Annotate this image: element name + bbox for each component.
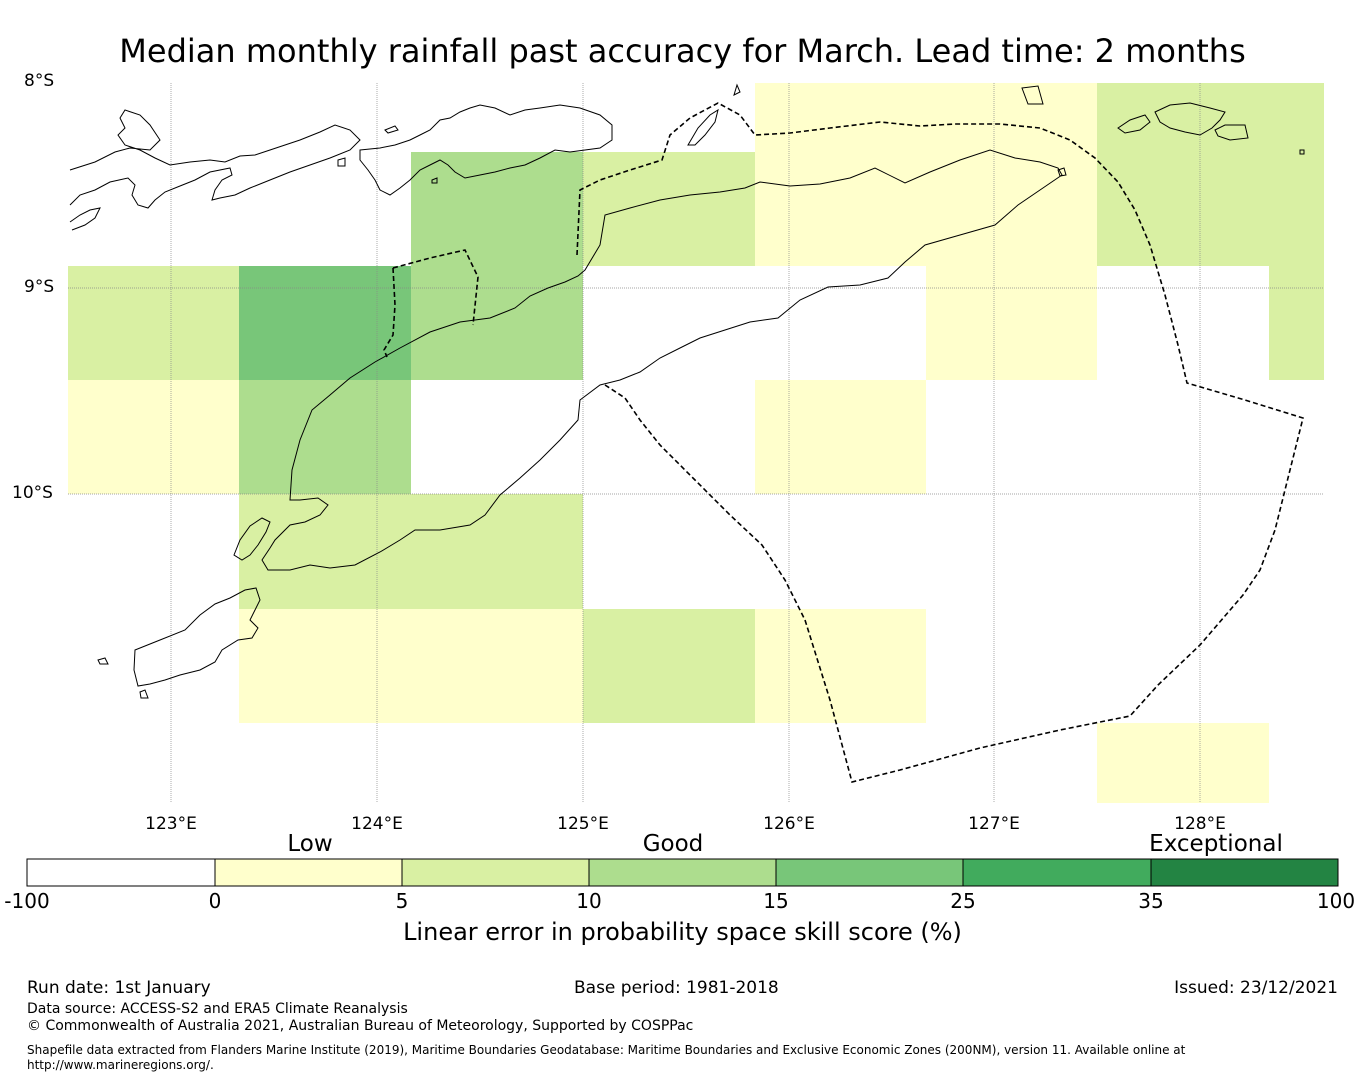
cell	[239, 380, 411, 494]
babar-islands	[1117, 114, 1151, 134]
lon-label: 126°E	[763, 814, 815, 834]
shapefile-url: http://www.marineregions.org/.	[27, 1058, 214, 1072]
lon-label: 127°E	[968, 814, 1020, 834]
cell	[755, 609, 926, 723]
colorbar-segment	[776, 859, 963, 886]
cell	[68, 266, 239, 380]
cell	[583, 609, 755, 723]
lat-label: 10°S	[12, 483, 53, 503]
colorbar-segment	[27, 859, 215, 886]
colorbar-segment	[402, 859, 589, 886]
colorbar	[26, 858, 1339, 887]
colorbar-segment	[1151, 859, 1338, 886]
colorbar-tick: 25	[950, 889, 976, 913]
rote-island	[133, 587, 261, 687]
cell	[755, 380, 926, 494]
cell	[239, 609, 583, 723]
colorbar-category: Low	[287, 831, 333, 857]
data-source: Data source: ACCESS-S2 and ERA5 Climate …	[27, 1001, 408, 1017]
lon-label: 123°E	[145, 814, 197, 834]
cell	[411, 152, 583, 380]
colorbar-segment	[589, 859, 776, 886]
eez-boundary	[383, 102, 1304, 783]
colorbar-tick: 15	[763, 889, 789, 913]
base-period: Base period: 1981-2018	[574, 978, 779, 998]
lon-label: 124°E	[351, 814, 403, 834]
skill-cells	[68, 83, 1324, 803]
coastlines	[69, 83, 1305, 699]
colorbar-tick: 10	[576, 889, 602, 913]
colorbar-segment	[215, 859, 402, 886]
lon-label: 128°E	[1174, 814, 1226, 834]
colorbar-category: Good	[642, 831, 704, 857]
shapefile-credit: Shapefile data extracted from Flanders M…	[27, 1043, 1186, 1057]
colorbar-segment	[963, 859, 1151, 886]
colorbar-tick: 35	[1138, 889, 1164, 913]
cell	[239, 266, 411, 380]
cell	[1269, 266, 1324, 380]
run-date: Run date: 1st January	[27, 978, 211, 998]
cell	[926, 266, 1097, 380]
colorbar-frame	[26, 858, 1339, 887]
cell	[239, 494, 583, 609]
lat-label: 8°S	[24, 71, 55, 91]
chart-title: Median monthly rainfall past accuracy fo…	[119, 32, 1246, 70]
cell	[1097, 83, 1324, 266]
timor-island	[261, 149, 1063, 571]
cell	[1097, 723, 1269, 803]
colorbar-tick: 100	[1316, 889, 1356, 913]
cell	[755, 83, 1097, 266]
lat-label: 9°S	[24, 277, 55, 297]
copyright: © Commonwealth of Australia 2021, Austra…	[27, 1018, 694, 1034]
issued-date: Issued: 23/12/2021	[1174, 978, 1338, 998]
colorbar-tick: 0	[208, 889, 222, 913]
colorbar-tick: -100	[4, 889, 50, 913]
cell	[583, 152, 755, 266]
alor-islands	[69, 109, 361, 209]
cell	[68, 380, 239, 494]
colorbar-tick: 5	[395, 889, 409, 913]
graticule	[68, 83, 1324, 803]
atauro-island	[687, 108, 719, 146]
colorbar-category: Exceptional	[1149, 831, 1283, 857]
colorbar-label: Linear error in probability space skill …	[403, 918, 962, 946]
lon-label: 125°E	[557, 814, 609, 834]
